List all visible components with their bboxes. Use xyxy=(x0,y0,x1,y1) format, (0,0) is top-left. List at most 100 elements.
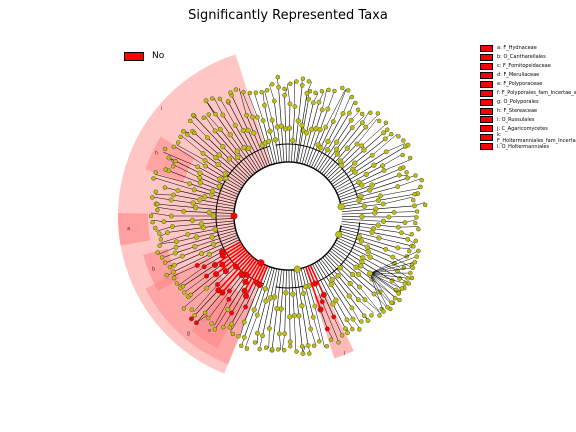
branch xyxy=(369,273,405,284)
branch xyxy=(365,113,379,128)
branch xyxy=(225,251,249,272)
taxon-node xyxy=(228,90,233,95)
branch xyxy=(373,144,409,166)
taxon-node xyxy=(206,315,211,321)
branch xyxy=(315,109,323,129)
branch xyxy=(369,273,388,308)
taxon-node xyxy=(405,175,411,181)
taxon-node xyxy=(372,210,378,216)
branch xyxy=(332,246,362,267)
taxon-node xyxy=(253,90,259,95)
taxon-node xyxy=(159,255,165,260)
taxon-node xyxy=(290,291,296,297)
branch xyxy=(285,269,287,293)
branch xyxy=(220,129,238,152)
taxon-node xyxy=(155,250,160,255)
taxon-node xyxy=(380,163,386,169)
taxon-node xyxy=(262,102,267,108)
branch xyxy=(178,266,205,286)
taxon-node xyxy=(176,140,181,145)
taxon-node xyxy=(403,144,408,149)
taxon-node xyxy=(225,99,231,104)
branch xyxy=(214,245,244,266)
taxon-node xyxy=(333,297,339,303)
branch xyxy=(295,269,303,306)
branch xyxy=(194,189,212,196)
taxon-node xyxy=(202,194,208,200)
branch xyxy=(221,247,246,266)
taxon-node xyxy=(191,112,196,118)
branch xyxy=(361,240,386,250)
significant-node xyxy=(219,261,226,268)
taxon-node xyxy=(197,170,203,176)
branch xyxy=(369,177,408,191)
branch xyxy=(204,255,223,268)
taxon-node xyxy=(346,110,352,116)
taxon-node xyxy=(367,270,373,277)
branch xyxy=(341,208,376,212)
taxon-node xyxy=(227,132,233,138)
branch xyxy=(279,308,282,334)
branch xyxy=(320,309,328,330)
branch xyxy=(314,283,323,302)
taxon-node xyxy=(151,176,156,181)
branch xyxy=(316,261,332,285)
taxon-node xyxy=(206,209,212,216)
taxon-node xyxy=(191,187,197,193)
taxon-node xyxy=(293,265,301,273)
taxon-node xyxy=(301,290,307,296)
branch xyxy=(309,264,325,296)
taxon-node xyxy=(278,123,285,129)
branch xyxy=(163,220,193,222)
taxon-node xyxy=(414,254,420,259)
branch xyxy=(241,258,256,276)
clade-letter: g xyxy=(187,331,190,337)
taxon-node xyxy=(396,291,401,296)
branch xyxy=(288,128,290,163)
taxon-node xyxy=(337,203,345,211)
taxon-node xyxy=(395,245,401,251)
taxon-node xyxy=(399,230,404,236)
branch xyxy=(287,83,291,104)
branch xyxy=(163,151,198,168)
taxon-node xyxy=(215,161,221,168)
branch xyxy=(380,188,421,196)
taxon-node xyxy=(360,120,365,126)
branch xyxy=(212,230,237,238)
branch xyxy=(322,257,339,276)
taxon-node xyxy=(304,130,310,136)
clade-highlight-b xyxy=(143,248,180,291)
significant-node xyxy=(219,248,226,255)
branch xyxy=(281,333,285,351)
taxon-node xyxy=(419,177,424,183)
taxon-node xyxy=(416,248,421,254)
clade-letter: a xyxy=(127,226,130,232)
branch xyxy=(337,122,363,155)
taxon-node xyxy=(189,217,196,223)
taxon-node xyxy=(210,213,217,219)
significant-node xyxy=(222,268,229,275)
branch xyxy=(228,101,244,131)
taxon-node xyxy=(222,171,228,177)
taxon-node xyxy=(292,104,298,109)
significant-node xyxy=(238,272,245,279)
branch xyxy=(213,97,224,116)
taxon-node xyxy=(217,96,223,102)
branch xyxy=(386,143,406,153)
branch xyxy=(192,218,235,221)
branch xyxy=(197,251,223,266)
branch xyxy=(184,275,207,293)
taxon-node xyxy=(334,139,340,145)
branch xyxy=(364,299,382,315)
taxon-node xyxy=(166,155,172,161)
clade-legend-item: k: F_Holtermanniales_fam_Incertae_sedis xyxy=(480,132,576,144)
taxon-node xyxy=(396,172,402,178)
taxon-node xyxy=(358,193,364,199)
taxon-node xyxy=(392,295,398,301)
branch xyxy=(214,299,230,326)
branch xyxy=(176,144,206,161)
taxon-node xyxy=(168,213,174,219)
taxon-node xyxy=(150,219,155,225)
branch xyxy=(293,269,300,316)
branch xyxy=(222,114,245,148)
